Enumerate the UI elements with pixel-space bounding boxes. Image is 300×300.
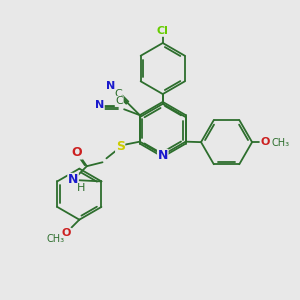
Text: N: N [106, 81, 115, 91]
Text: C: C [115, 96, 123, 106]
Text: N: N [158, 149, 168, 162]
Text: N: N [95, 100, 104, 110]
Text: O: O [62, 228, 71, 239]
Text: O: O [72, 146, 82, 159]
Text: H: H [77, 183, 85, 193]
Text: C: C [114, 88, 122, 99]
Text: CH₃: CH₃ [47, 234, 65, 244]
Text: N: N [68, 173, 78, 186]
Text: CH₃: CH₃ [272, 138, 290, 148]
Text: S: S [116, 140, 125, 153]
Text: O: O [260, 137, 269, 147]
Text: Cl: Cl [157, 26, 169, 36]
